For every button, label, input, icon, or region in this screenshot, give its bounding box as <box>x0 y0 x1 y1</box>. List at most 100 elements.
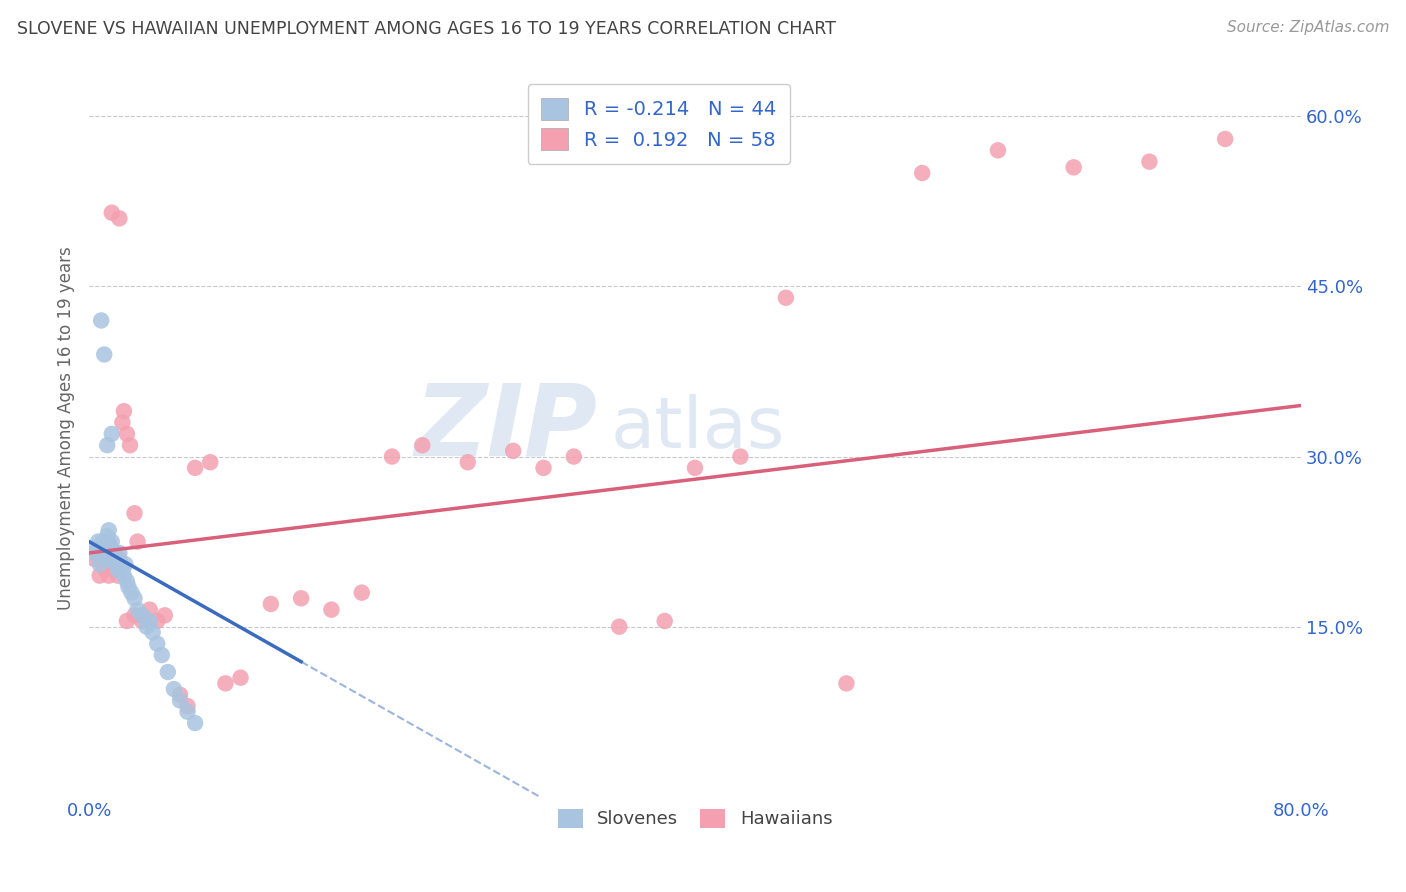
Point <box>150 648 173 662</box>
Point <box>457 455 479 469</box>
Point <box>124 608 146 623</box>
Point <box>94 546 117 560</box>
Point <box>105 563 128 577</box>
Point <box>184 716 207 731</box>
Point <box>118 438 141 452</box>
Point <box>169 693 191 707</box>
Point <box>176 699 198 714</box>
Point <box>987 144 1010 158</box>
Point <box>290 591 312 606</box>
Point <box>111 416 134 430</box>
Text: SLOVENE VS HAWAIIAN UNEMPLOYMENT AMONG AGES 16 TO 19 YEARS CORRELATION CHART: SLOVENE VS HAWAIIAN UNEMPLOYMENT AMONG A… <box>17 20 835 37</box>
Point <box>117 580 139 594</box>
Point <box>93 546 115 560</box>
Point <box>683 461 706 475</box>
Point <box>107 563 129 577</box>
Point <box>135 620 157 634</box>
Point <box>127 534 149 549</box>
Point <box>131 608 153 623</box>
Point <box>98 541 121 555</box>
Point <box>381 450 404 464</box>
Point <box>103 551 125 566</box>
Point <box>89 568 111 582</box>
Point <box>146 614 169 628</box>
Point <box>184 461 207 475</box>
Point <box>96 438 118 452</box>
Point <box>411 438 433 452</box>
Point <box>97 523 120 537</box>
Point <box>533 461 555 475</box>
Point <box>83 551 105 566</box>
Point <box>108 546 131 560</box>
Point <box>97 568 120 582</box>
Point <box>121 585 143 599</box>
Point <box>96 534 118 549</box>
Point <box>103 558 125 572</box>
Point <box>654 614 676 628</box>
Point <box>108 551 131 566</box>
Point <box>96 529 118 543</box>
Point <box>911 166 934 180</box>
Text: atlas: atlas <box>610 393 785 463</box>
Point <box>124 591 146 606</box>
Point <box>90 541 112 555</box>
Point <box>86 541 108 555</box>
Point <box>131 608 153 623</box>
Point <box>1213 132 1236 146</box>
Point <box>138 614 160 628</box>
Point <box>114 558 136 572</box>
Point <box>96 551 118 566</box>
Text: ZIP: ZIP <box>415 380 598 476</box>
Point <box>115 574 138 589</box>
Point <box>835 676 858 690</box>
Point <box>1063 161 1085 175</box>
Y-axis label: Unemployment Among Ages 16 to 19 years: Unemployment Among Ages 16 to 19 years <box>58 246 75 610</box>
Point <box>94 563 117 577</box>
Point <box>104 546 127 560</box>
Point <box>131 614 153 628</box>
Point <box>214 676 236 690</box>
Point <box>90 313 112 327</box>
Point <box>87 534 110 549</box>
Point <box>115 614 138 628</box>
Point <box>104 546 127 560</box>
Point <box>200 455 222 469</box>
Point <box>93 541 115 555</box>
Point <box>112 568 135 582</box>
Point <box>163 681 186 696</box>
Point <box>169 688 191 702</box>
Point <box>101 546 124 560</box>
Point <box>142 625 165 640</box>
Point <box>775 291 797 305</box>
Point <box>112 404 135 418</box>
Point <box>502 443 524 458</box>
Point <box>156 665 179 679</box>
Point <box>107 568 129 582</box>
Point <box>260 597 283 611</box>
Point <box>108 211 131 226</box>
Point <box>146 637 169 651</box>
Point <box>97 534 120 549</box>
Point <box>229 671 252 685</box>
Point <box>93 347 115 361</box>
Point <box>153 608 176 623</box>
Point <box>101 551 124 566</box>
Point <box>89 558 111 572</box>
Point <box>607 620 630 634</box>
Point <box>115 426 138 441</box>
Point <box>127 602 149 616</box>
Point <box>124 506 146 520</box>
Point <box>176 705 198 719</box>
Point <box>98 541 121 555</box>
Point <box>730 450 752 464</box>
Point <box>105 558 128 572</box>
Point <box>562 450 585 464</box>
Point <box>101 534 124 549</box>
Point <box>138 602 160 616</box>
Point <box>91 558 114 572</box>
Point <box>86 546 108 560</box>
Point <box>110 558 132 572</box>
Point <box>101 205 124 219</box>
Point <box>91 534 114 549</box>
Text: Source: ZipAtlas.com: Source: ZipAtlas.com <box>1226 20 1389 35</box>
